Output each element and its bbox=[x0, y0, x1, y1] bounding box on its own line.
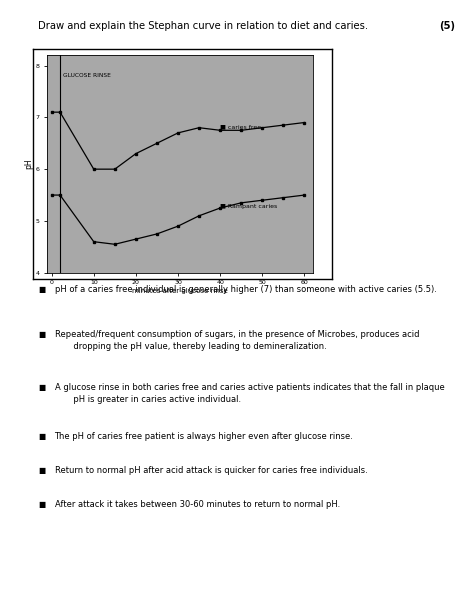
X-axis label: minutes after glucose rinse: minutes after glucose rinse bbox=[132, 288, 228, 294]
Text: (5): (5) bbox=[439, 21, 455, 31]
Text: ■ caries free: ■ caries free bbox=[220, 124, 261, 129]
Text: ■: ■ bbox=[38, 466, 45, 475]
Text: Draw and explain the Stephan curve in relation to diet and caries.: Draw and explain the Stephan curve in re… bbox=[38, 21, 368, 31]
Text: ■: ■ bbox=[38, 432, 45, 441]
Text: pH of a caries free individual is generally higher (7) than someone with active : pH of a caries free individual is genera… bbox=[55, 285, 437, 294]
Text: The pH of caries free patient is always higher even after glucose rinse.: The pH of caries free patient is always … bbox=[55, 432, 354, 441]
Text: ■: ■ bbox=[38, 285, 45, 294]
Text: Return to normal pH after acid attack is quicker for caries free individuals.: Return to normal pH after acid attack is… bbox=[55, 466, 367, 475]
Text: ■: ■ bbox=[38, 383, 45, 392]
Text: After attack it takes between 30-60 minutes to return to normal pH.: After attack it takes between 30-60 minu… bbox=[55, 500, 340, 509]
Text: ■: ■ bbox=[38, 500, 45, 509]
Text: Repeated/frequent consumption of sugars, in the presence of Microbes, produces a: Repeated/frequent consumption of sugars,… bbox=[55, 330, 419, 351]
Y-axis label: pH: pH bbox=[24, 159, 33, 169]
Text: A glucose rinse in both caries free and caries active patients indicates that th: A glucose rinse in both caries free and … bbox=[55, 383, 444, 404]
Text: ■ Rampant caries: ■ Rampant caries bbox=[220, 205, 277, 210]
Text: ■: ■ bbox=[38, 330, 45, 339]
Text: GLUCOSE RINSE: GLUCOSE RINSE bbox=[64, 74, 111, 78]
